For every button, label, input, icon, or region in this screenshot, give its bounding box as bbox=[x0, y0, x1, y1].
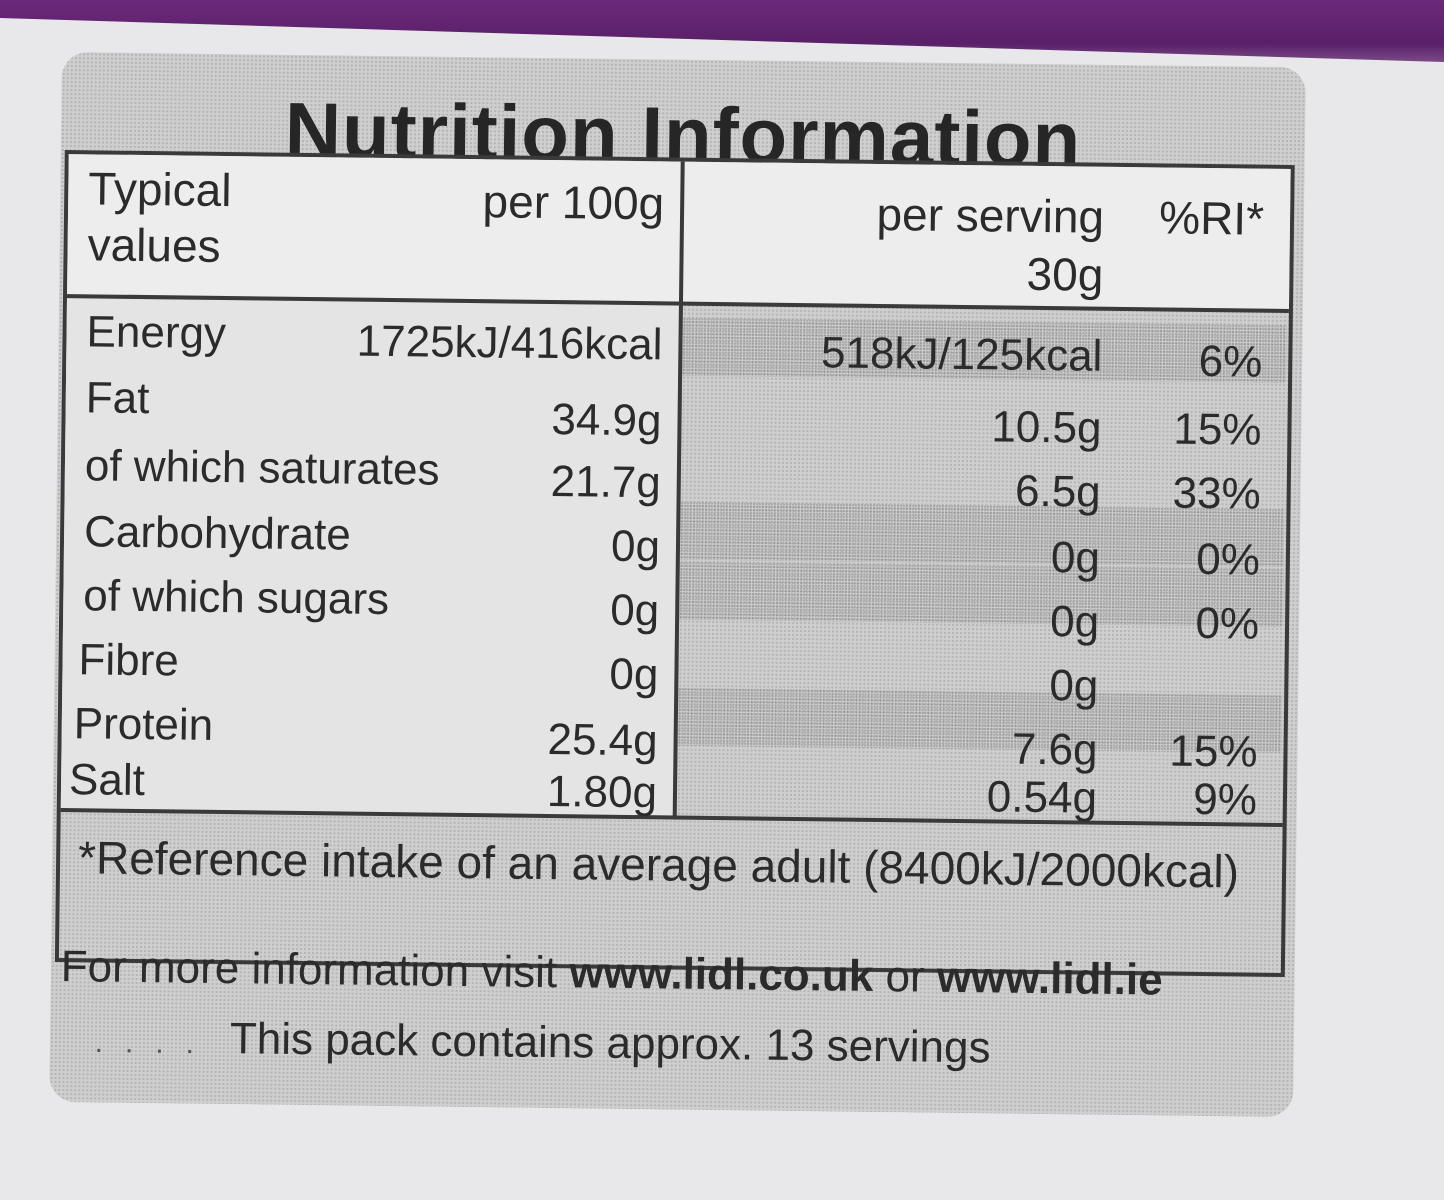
purple-package-edge bbox=[0, 0, 1444, 62]
row-ri: 15% bbox=[1169, 726, 1258, 777]
more-info-prefix: For more information visit bbox=[60, 942, 570, 998]
header-serving-size: 30g bbox=[1026, 247, 1104, 301]
row-per100: 34.9g bbox=[551, 395, 662, 446]
row-serving: 10.5g bbox=[991, 402, 1102, 453]
row-label: of which saturates bbox=[84, 441, 440, 495]
row-per100: 0g bbox=[609, 649, 659, 700]
row-ri: 0% bbox=[1195, 598, 1260, 649]
row-label: Salt bbox=[68, 755, 146, 806]
row-label: Energy bbox=[86, 307, 227, 359]
more-info-or: or bbox=[873, 951, 938, 1002]
nutrition-panel: Nutrition Information Typical values per… bbox=[49, 52, 1306, 1118]
speckle-marks: · · · · bbox=[93, 1032, 201, 1067]
row-ri: 9% bbox=[1193, 774, 1258, 825]
header-values: values bbox=[87, 218, 221, 272]
servings-note: This pack contains approx. 13 servings bbox=[229, 1014, 991, 1073]
row-serving: 0g bbox=[1050, 533, 1101, 583]
row-ri: 15% bbox=[1173, 404, 1262, 455]
row-serving: 6.5g bbox=[1014, 466, 1101, 517]
row-label: Protein bbox=[73, 699, 214, 750]
row-per100: 1.80g bbox=[546, 766, 658, 818]
row-serving: 0.54g bbox=[986, 772, 1098, 823]
row-per100: 1725kJ/416kcal bbox=[356, 316, 663, 370]
row-band bbox=[679, 561, 1284, 627]
nutrition-table: Typical values per 100g per serving 30g … bbox=[54, 150, 1295, 978]
row-serving: 0g bbox=[1049, 661, 1099, 711]
row-serving: 518kJ/125kcal bbox=[820, 328, 1103, 381]
reference-intake-footnote: *Reference intake of an average adult (8… bbox=[77, 831, 1240, 898]
row-per100: 0g bbox=[610, 521, 661, 572]
row-ri: 0% bbox=[1195, 534, 1261, 585]
row-per100: 21.7g bbox=[550, 457, 662, 508]
row-label: Fat bbox=[85, 373, 150, 424]
header-typical: Typical bbox=[88, 162, 232, 217]
header-per-serving: per serving bbox=[876, 187, 1105, 243]
website-ie: www.lidl.ie bbox=[936, 952, 1163, 1005]
row-serving: 0g bbox=[1049, 597, 1100, 647]
row-label: Fibre bbox=[78, 635, 180, 686]
row-label: of which sugars bbox=[83, 571, 390, 625]
row-ri: 6% bbox=[1198, 336, 1263, 387]
header-per100: per 100g bbox=[482, 175, 665, 230]
row-serving: 7.6g bbox=[1011, 724, 1098, 775]
row-label: Carbohydrate bbox=[83, 507, 352, 560]
header-ri: %RI* bbox=[1158, 191, 1265, 245]
row-ri: 33% bbox=[1172, 468, 1261, 519]
website-uk: www.lidl.co.uk bbox=[569, 948, 874, 1001]
row-per100: 25.4g bbox=[547, 714, 658, 766]
row-per100: 0g bbox=[609, 585, 660, 636]
